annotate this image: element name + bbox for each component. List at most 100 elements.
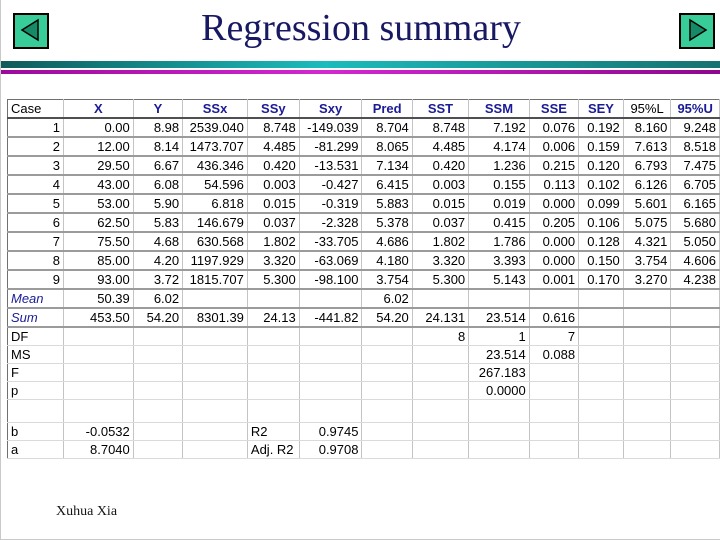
table-cell bbox=[133, 363, 184, 382]
table-cell bbox=[468, 440, 530, 459]
table-cell: -63.069 bbox=[299, 251, 363, 271]
table-cell: 630.568 bbox=[182, 232, 248, 252]
table-cell bbox=[578, 345, 624, 364]
table-cell: 1 bbox=[7, 118, 64, 138]
table-cell: 54.20 bbox=[133, 308, 184, 328]
table-cell: 0.420 bbox=[412, 156, 470, 176]
page-title: Regression summary bbox=[201, 7, 521, 49]
table-cell: 4.686 bbox=[361, 232, 413, 252]
table-cell: 146.679 bbox=[182, 213, 248, 233]
author-credit: Xuhua Xia bbox=[56, 504, 118, 519]
table-cell bbox=[247, 381, 300, 400]
table-cell: Adj. R2 bbox=[247, 440, 300, 459]
table-row: Sum 453.50 54.20 8301.39 24.13 -441.82 54.20 24… bbox=[7, 308, 720, 328]
table-cell bbox=[412, 422, 470, 441]
column-header: SSM bbox=[468, 99, 530, 119]
table-cell: 4.68 bbox=[133, 232, 184, 252]
table-cell: 53.00 bbox=[63, 194, 134, 214]
table-row: DF 8 1 7 bbox=[7, 327, 720, 346]
table-row: a 8.7040 Adj. R2 0.9708 bbox=[7, 440, 720, 459]
table-cell bbox=[529, 381, 580, 400]
table-cell: 2539.040 bbox=[182, 118, 248, 138]
table-cell: 0.170 bbox=[578, 270, 624, 290]
table-cell: 0.215 bbox=[529, 156, 580, 176]
table-cell bbox=[412, 363, 470, 382]
table-cell: 0.102 bbox=[578, 175, 624, 195]
table-cell bbox=[468, 399, 530, 423]
table-cell: 0.420 bbox=[247, 156, 300, 176]
table-cell: -149.039 bbox=[299, 118, 363, 138]
table-cell: 62.50 bbox=[63, 213, 134, 233]
table-cell: 0.015 bbox=[412, 194, 470, 214]
table-cell bbox=[670, 345, 720, 364]
table-cell bbox=[529, 363, 580, 382]
table-cell bbox=[623, 289, 672, 309]
table-cell: 8.14 bbox=[133, 137, 184, 157]
table-cell: 1.802 bbox=[247, 232, 300, 252]
table-cell bbox=[247, 289, 300, 309]
table-cell: 4.485 bbox=[412, 137, 470, 157]
table-cell: 0.003 bbox=[412, 175, 470, 195]
table-cell: b bbox=[7, 422, 64, 441]
table-cell bbox=[299, 399, 363, 423]
table-cell: 3.393 bbox=[468, 251, 530, 271]
table-cell bbox=[361, 327, 413, 346]
table-cell: 3.320 bbox=[247, 251, 300, 271]
table-cell: 8.704 bbox=[361, 118, 413, 138]
next-slide-button[interactable] bbox=[679, 13, 715, 49]
prev-slide-button[interactable] bbox=[13, 13, 49, 49]
table-cell: 5.300 bbox=[247, 270, 300, 290]
table-cell bbox=[578, 289, 624, 309]
table-cell bbox=[670, 363, 720, 382]
column-header: Case bbox=[7, 99, 64, 119]
table-cell bbox=[670, 440, 720, 459]
table-cell: 3.754 bbox=[361, 270, 413, 290]
table-cell: 24.131 bbox=[412, 308, 470, 328]
table-cell bbox=[361, 440, 413, 459]
divider-teal-bar bbox=[1, 61, 720, 68]
table-cell bbox=[623, 440, 672, 459]
table-row: 3 29.50 6.67 436.346 0.420 -13.531 7.134 0.420 1… bbox=[7, 156, 720, 176]
table-cell bbox=[63, 345, 134, 364]
table-cell: 0.159 bbox=[578, 137, 624, 157]
table-cell: 7.134 bbox=[361, 156, 413, 176]
table-cell bbox=[299, 363, 363, 382]
table-cell bbox=[7, 399, 64, 423]
table-cell bbox=[529, 440, 580, 459]
table-row: 8 85.00 4.20 1197.929 3.320 -63.069 4.180 3.320… bbox=[7, 251, 720, 271]
table-cell: 24.13 bbox=[247, 308, 300, 328]
table-cell: 8301.39 bbox=[182, 308, 248, 328]
table-cell: DF bbox=[7, 327, 64, 346]
table-cell bbox=[247, 327, 300, 346]
table-cell: 6.67 bbox=[133, 156, 184, 176]
table-cell: 0.0000 bbox=[468, 381, 530, 400]
table-cell: 0.120 bbox=[578, 156, 624, 176]
table-header: Case X Y SSx SSy Sxy Pred SST SSM SSE SEY 95%L 95%U bbox=[7, 99, 720, 119]
table-cell: 8.748 bbox=[412, 118, 470, 138]
table-cell: 0.037 bbox=[412, 213, 470, 233]
table-cell: a bbox=[7, 440, 64, 459]
table-cell: 0.006 bbox=[529, 137, 580, 157]
column-header: Sxy bbox=[299, 99, 363, 119]
table-row: 6 62.50 5.83 146.679 0.037 -2.328 5.378 0.037 0.… bbox=[7, 213, 720, 233]
table-cell: 0.000 bbox=[529, 232, 580, 252]
table-cell: -13.531 bbox=[299, 156, 363, 176]
table-cell: F bbox=[7, 363, 64, 382]
table-cell: 9 bbox=[7, 270, 64, 290]
table-cell: 8.518 bbox=[670, 137, 720, 157]
table-cell: 0.616 bbox=[529, 308, 580, 328]
table-cell: 8.160 bbox=[623, 118, 672, 138]
table-body: 1 0.00 8.98 2539.040 8.748 -149.039 8.704 8.748… bbox=[7, 118, 720, 459]
table-cell bbox=[529, 289, 580, 309]
table-cell bbox=[670, 308, 720, 328]
table-cell: 50.39 bbox=[63, 289, 134, 309]
table-cell bbox=[182, 381, 248, 400]
table-cell: 4.321 bbox=[623, 232, 672, 252]
table-cell: 5 bbox=[7, 194, 64, 214]
table-cell: 23.514 bbox=[468, 308, 530, 328]
table-cell bbox=[63, 381, 134, 400]
table-row: 7 75.50 4.68 630.568 1.802 -33.705 4.686 1.802 1… bbox=[7, 232, 720, 252]
table-cell: 5.075 bbox=[623, 213, 672, 233]
table-cell bbox=[623, 345, 672, 364]
table-row: 1 0.00 8.98 2539.040 8.748 -149.039 8.704 8.748… bbox=[7, 118, 720, 138]
